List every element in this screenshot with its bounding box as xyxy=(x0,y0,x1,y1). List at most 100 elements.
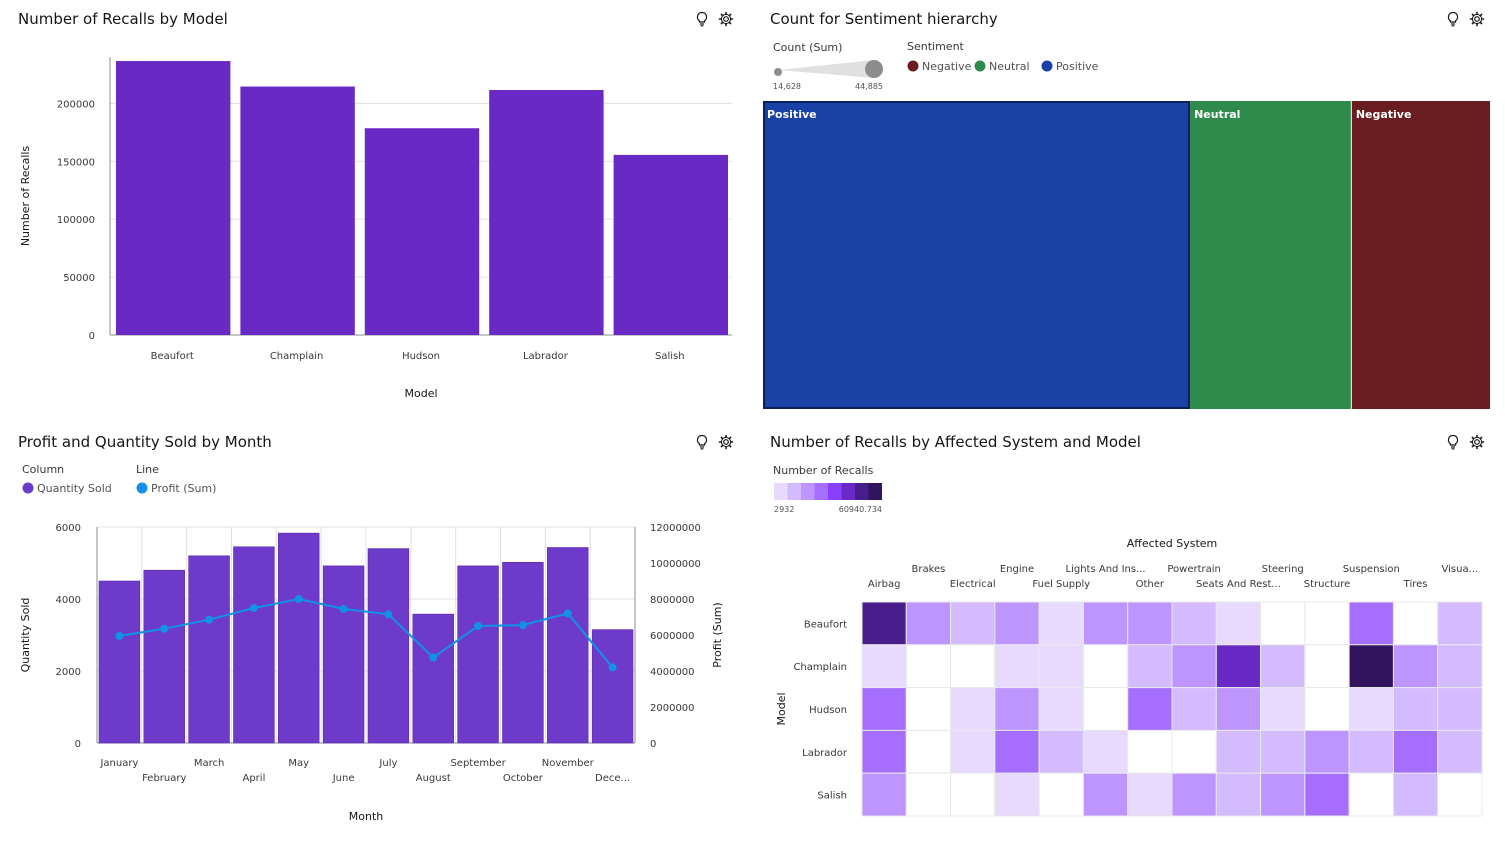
lightbulb-icon[interactable] xyxy=(1445,434,1461,450)
x-tick-label: Engine xyxy=(1000,564,1034,575)
profit-quantity-panel: Profit and Quantity Sold by Month Column… xyxy=(0,423,750,841)
x-tick-label: April xyxy=(242,773,265,784)
legend-swatch xyxy=(22,482,34,494)
profit-quantity-combo-chart: Column Quantity Sold Line Profit (Sum) 0 2000… xyxy=(19,463,724,823)
heatmap-cell xyxy=(1260,772,1306,817)
heatmap-cell xyxy=(1392,644,1439,689)
heatmap-cell xyxy=(1038,729,1084,774)
size-legend-min-marker xyxy=(774,68,782,76)
recalls-by-model-panel: Number of Recalls by Model 0 50000 100000 1… xyxy=(0,0,750,420)
legend-heading: Column xyxy=(22,463,64,476)
sentiment-panel: Count for Sentiment hierarchy Count (Sum… xyxy=(752,0,1505,420)
legend-item-label: Neutral xyxy=(989,60,1030,73)
profit-line xyxy=(119,597,614,669)
profit-point xyxy=(563,609,572,618)
heatmap-cell xyxy=(1348,772,1394,817)
heatmap-cell xyxy=(905,601,952,646)
heatmap-cell xyxy=(1392,687,1439,731)
lightbulb-icon[interactable] xyxy=(694,434,710,450)
legend-swatch xyxy=(974,60,986,72)
heatmap-cell xyxy=(1038,644,1084,689)
profit-point xyxy=(294,595,303,603)
size-legend-wedge xyxy=(778,60,883,78)
heatmap-cell xyxy=(1437,729,1483,774)
settings-icon[interactable] xyxy=(1469,11,1485,27)
x-axis-title: Month xyxy=(349,810,384,823)
settings-icon[interactable] xyxy=(718,11,734,27)
column-bar xyxy=(412,613,454,744)
heatmap-cell xyxy=(1215,601,1262,646)
heatmap-cell xyxy=(861,729,907,774)
profit-point xyxy=(474,622,483,630)
profit-point xyxy=(429,653,438,662)
lightbulb-icon[interactable] xyxy=(694,11,710,27)
heatmap-cell xyxy=(1082,601,1129,646)
settings-icon[interactable] xyxy=(718,434,734,450)
heatmap-cell xyxy=(1171,644,1217,689)
heatmap-cell xyxy=(1392,772,1439,817)
y-tick-label: Champlain xyxy=(793,662,847,673)
x-tick-label: Seats And Rest... xyxy=(1196,579,1281,590)
profit-point xyxy=(608,663,617,672)
x-tick-label: July xyxy=(378,758,397,769)
legend-ramp-step xyxy=(868,483,882,500)
x-tick-label: Lights And Ins... xyxy=(1066,564,1146,575)
x-tick-label: Dece... xyxy=(595,773,630,784)
x-tick-label: Tires xyxy=(1403,579,1428,590)
heatmap-cell xyxy=(861,601,907,646)
heatmap-cell xyxy=(950,772,996,817)
legend-ramp-step xyxy=(828,483,842,500)
x-tick-label: Suspension xyxy=(1343,564,1400,575)
legend-ramp-step xyxy=(855,483,869,500)
x-axis-title: Affected System xyxy=(1127,537,1218,550)
column-bar xyxy=(591,629,634,744)
sentiment-treemap: Count (Sum) 14,628 44,885 Sentiment Negative… xyxy=(763,40,1490,409)
x-tick-label: Champlain xyxy=(270,351,324,362)
recalls-heatmap: Number of Recalls 2932 60940.734 Affected S… xyxy=(773,464,1483,817)
y-tick-label: 100000 xyxy=(57,215,95,226)
y-axis-title: Quantity Sold xyxy=(19,598,32,673)
bar xyxy=(116,61,231,335)
panel-title: Number of Recalls by Affected System and… xyxy=(770,433,1141,451)
heatmap-cell xyxy=(1215,687,1262,731)
x-tick-label: September xyxy=(450,758,506,769)
heatmap-cell xyxy=(1215,772,1262,817)
y2-tick-label: 10000000 xyxy=(650,559,701,570)
heatmap-cell xyxy=(905,729,952,774)
heatmap-cell xyxy=(1127,729,1173,774)
y-tick-label: 0 xyxy=(89,331,95,342)
legend-item-label: Profit (Sum) xyxy=(151,482,216,495)
heatmap-cell xyxy=(950,601,996,646)
y2-tick-label: 2000000 xyxy=(650,703,695,714)
y-tick-label: Salish xyxy=(817,791,847,802)
y2-tick-label: 0 xyxy=(650,739,656,750)
heatmap-cell xyxy=(1437,644,1483,689)
x-tick-label: Electrical xyxy=(950,579,996,590)
heatmap-cell xyxy=(1215,729,1262,774)
settings-icon[interactable] xyxy=(1469,434,1485,450)
heatmap-cell xyxy=(1260,644,1306,689)
x-tick-label: June xyxy=(332,773,355,784)
column-bar xyxy=(98,580,141,744)
lightbulb-icon[interactable] xyxy=(1445,11,1461,27)
recalls-bar-chart: 0 50000 100000 150000 200000 Beaufort Champlai… xyxy=(19,57,732,400)
profit-point xyxy=(384,610,393,619)
x-tick-label: May xyxy=(288,758,309,769)
color-legend-label: Number of Recalls xyxy=(773,464,874,477)
heatmap-cell xyxy=(905,644,952,689)
size-legend-max: 44,885 xyxy=(855,82,883,91)
bar xyxy=(613,154,728,335)
y-tick-label: 4000 xyxy=(56,595,81,606)
heatmap-cell xyxy=(1082,644,1129,689)
color-legend-label: Sentiment xyxy=(907,40,965,53)
y-axis-title: Model xyxy=(775,692,788,725)
profit-point xyxy=(249,604,258,612)
heatmap-cell xyxy=(1171,772,1217,817)
heatmap-cell xyxy=(1171,687,1217,731)
y2-tick-label: 8000000 xyxy=(650,595,695,606)
legend-swatch xyxy=(907,60,919,72)
x-tick-label: Hudson xyxy=(402,351,440,362)
profit-point xyxy=(115,631,124,640)
legend-item-label: Quantity Sold xyxy=(37,482,112,495)
y2-axis-title: Profit (Sum) xyxy=(711,602,724,667)
